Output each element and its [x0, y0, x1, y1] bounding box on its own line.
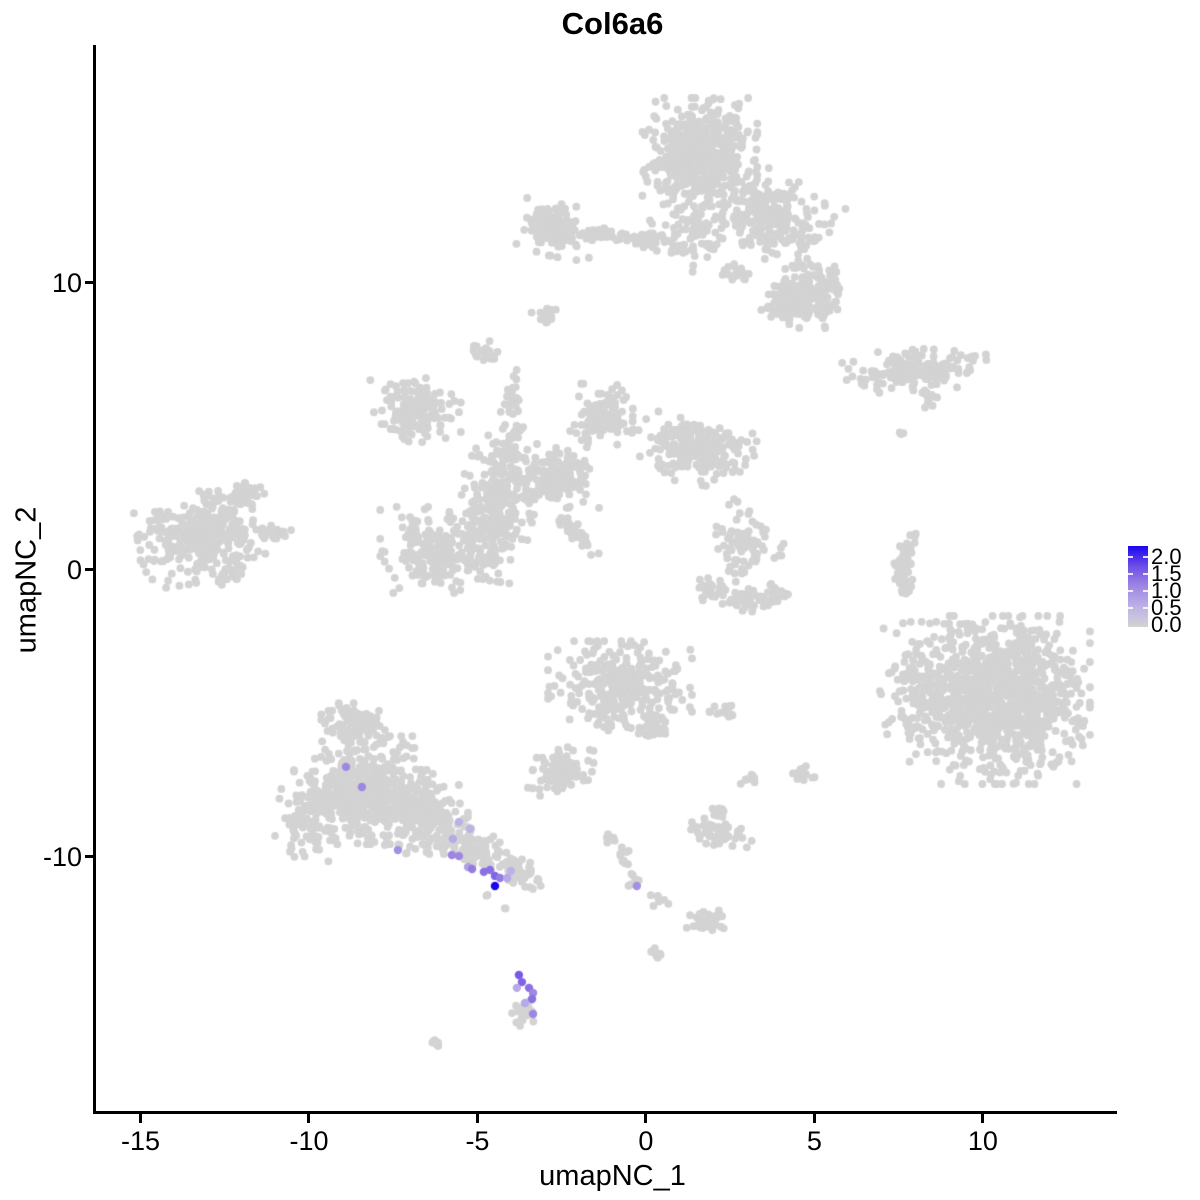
y-tick-mark [85, 855, 94, 859]
x-tick-mark [138, 1114, 142, 1123]
x-tick-mark [644, 1114, 648, 1123]
x-tick-label: 10 [967, 1126, 998, 1156]
x-tick-mark [981, 1114, 985, 1123]
y-tick-label: 10 [51, 267, 82, 298]
x-tick-label: -10 [289, 1126, 329, 1156]
x-tick-label: 5 [806, 1126, 822, 1156]
x-tick-label: 0 [638, 1126, 654, 1156]
y-tick-label: -10 [42, 841, 82, 872]
x-axis-line [93, 1111, 1117, 1114]
y-axis-line [93, 45, 96, 1114]
y-tick-label: 0 [66, 554, 82, 585]
x-tick-label: -15 [120, 1126, 160, 1156]
x-tick-mark [307, 1114, 311, 1123]
y-tick-mark [85, 568, 94, 572]
x-axis-title: umapNC_1 [539, 1160, 686, 1192]
x-tick-label: -5 [465, 1126, 490, 1156]
x-tick-mark [475, 1114, 479, 1123]
y-tick-mark [85, 281, 94, 285]
y-axis-title: umapNC_2 [10, 506, 43, 654]
x-tick-mark [812, 1114, 816, 1123]
plot-title: Col6a6 [561, 6, 664, 41]
